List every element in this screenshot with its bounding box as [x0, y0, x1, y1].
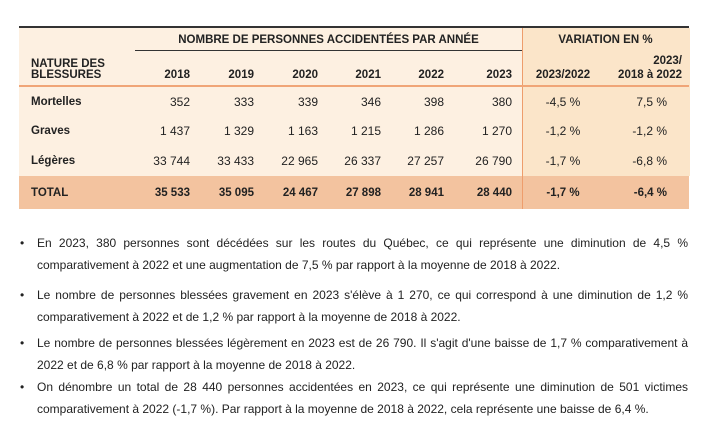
variation-columns-background [522, 28, 690, 176]
group-header-variation: VARIATION EN % [558, 34, 653, 46]
column-header-2023-vs-avg: 2023/ [653, 55, 682, 67]
cell-value: 1 270 [481, 124, 512, 138]
cell-value: 24 467 [282, 187, 318, 199]
bullet-text: En 2023, 380 personnes sont décédées sur… [37, 236, 688, 272]
cell-value: 26 337 [344, 154, 381, 168]
bullet-icon: • [20, 380, 25, 394]
cell-variation-2023-2022: -1,7 % [545, 154, 581, 168]
column-header-year: 2023 [486, 69, 512, 81]
total-row-background [19, 176, 689, 209]
cell-value: 1 329 [223, 124, 254, 138]
row-label: TOTAL [31, 187, 69, 199]
row-label: Graves [31, 125, 71, 137]
bullet-text: On dénombre un total de 28 440 personnes… [37, 380, 688, 416]
column-header-year: 2018 [164, 69, 190, 81]
cell-value: 35 095 [218, 187, 254, 199]
cell-value: 33 433 [217, 154, 254, 168]
cell-value: 27 898 [345, 187, 381, 199]
row-label: Mortelles [31, 96, 82, 108]
cell-value: 22 965 [281, 154, 318, 168]
cell-variation-2023-2022: -4,5 % [545, 95, 581, 109]
cell-variation-2023-2022: -1,2 % [545, 124, 581, 138]
cell-value: 1 437 [159, 124, 190, 138]
bullet-icon: • [20, 236, 25, 250]
cell-value: 27 257 [407, 154, 444, 168]
cell-value: 380 [491, 95, 512, 109]
cell-value: 1 163 [287, 124, 318, 138]
cell-value: 1 286 [413, 124, 444, 138]
cell-value: 1 215 [350, 124, 381, 138]
cell-value: 33 744 [153, 154, 190, 168]
cell-variation-2023-2022: -1,7 % [546, 187, 580, 199]
cell-value: 352 [169, 95, 190, 109]
bullet-icon: • [20, 336, 25, 350]
row-header-label: NATURE DES [31, 58, 105, 70]
column-header-2023-2022: 2023/2022 [535, 69, 591, 81]
cell-value: 339 [297, 95, 318, 109]
cell-value: 398 [423, 95, 444, 109]
group-header-counts: NOMBRE DE PERSONNES ACCIDENTÉES PAR ANNÉ… [178, 34, 479, 46]
column-header-year: 2020 [292, 69, 318, 81]
cell-variation-2023-vs-avg: 7,5 % [636, 95, 667, 109]
bullet-icon: • [20, 288, 25, 302]
cell-value: 28 941 [408, 187, 444, 199]
group-header-divider [135, 50, 522, 51]
row-header-label: BLESSURES [31, 69, 102, 81]
cell-value: 333 [233, 95, 254, 109]
cell-variation-2023-vs-avg: -1,2 % [632, 124, 667, 138]
cell-variation-2023-vs-avg: -6,8 % [632, 154, 667, 168]
cell-value: 35 533 [154, 187, 190, 199]
column-header-year: 2022 [418, 69, 444, 81]
injury-statistics-table: NOMBRE DE PERSONNES ACCIDENTÉES PAR ANNÉ… [19, 26, 690, 209]
cell-value: 26 790 [475, 154, 512, 168]
column-header-year: 2019 [228, 69, 254, 81]
row-label: Légères [31, 155, 76, 167]
column-header-2023-vs-avg: 2018 à 2022 [618, 69, 682, 81]
column-header-year: 2021 [355, 69, 381, 81]
cell-value: 28 440 [476, 187, 512, 199]
cell-value: 346 [360, 95, 381, 109]
bullet-text: Le nombre de personnes blessées gravemen… [37, 288, 688, 324]
bullet-text: Le nombre de personnes blessées légèreme… [37, 336, 688, 372]
header-divider [19, 85, 689, 87]
column-divider [522, 176, 523, 209]
cell-variation-2023-vs-avg: -6,4 % [633, 187, 667, 199]
